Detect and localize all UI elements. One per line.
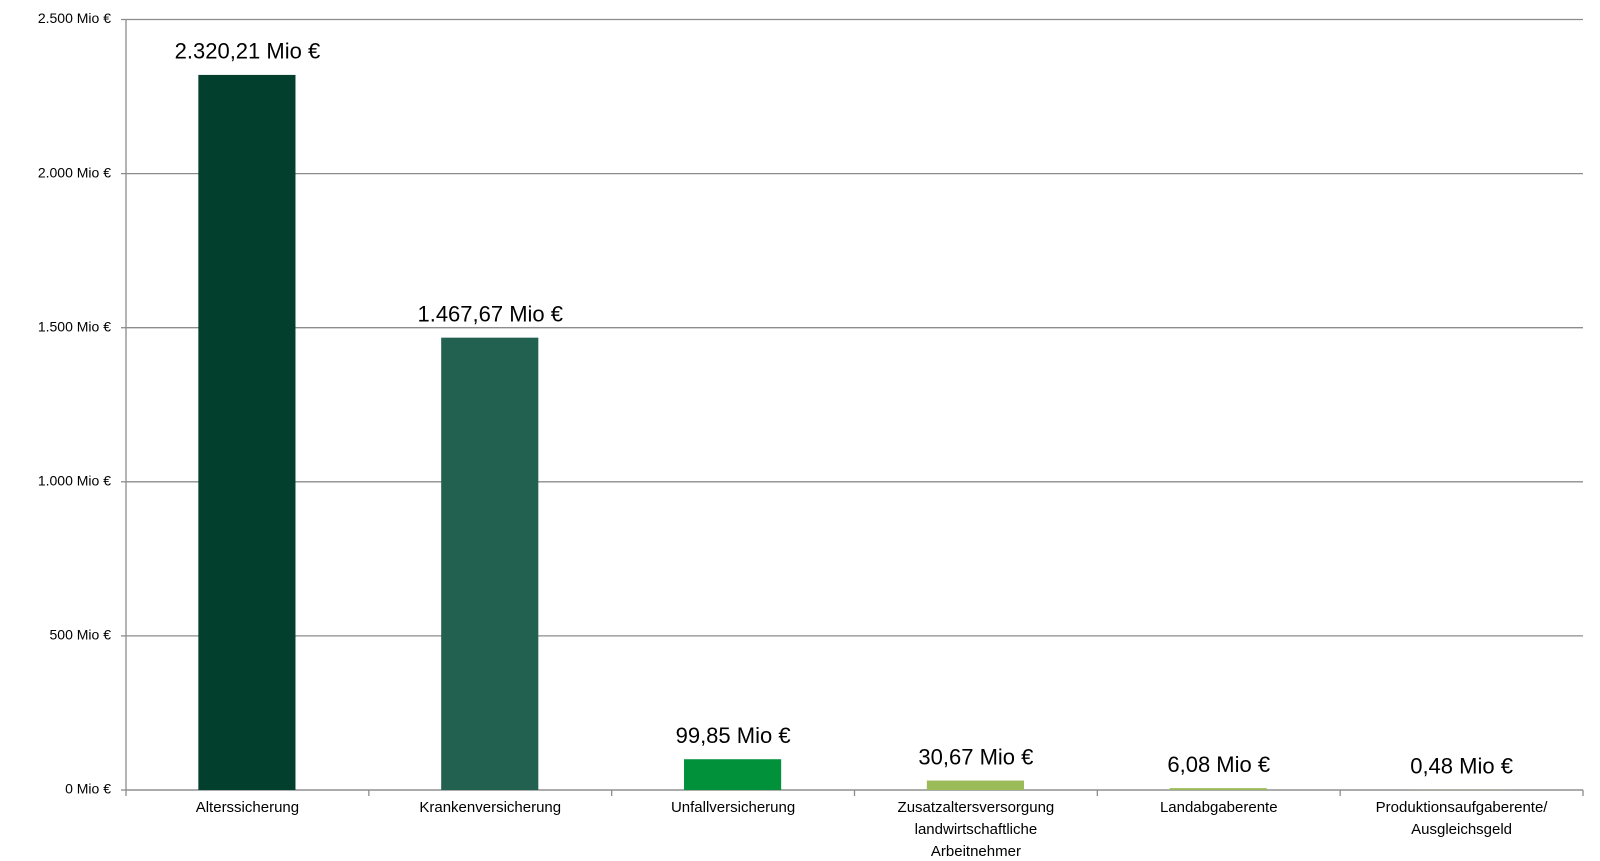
y-tick-label: 0 Mio € (65, 781, 111, 797)
x-tick-label: Zusatzaltersversorgung (898, 799, 1055, 816)
value-label: 30,67 Mio € (918, 744, 1033, 769)
bar (926, 780, 1024, 790)
x-tick-label: Alterssicherung (196, 799, 299, 816)
value-label: 0,48 Mio € (1410, 754, 1513, 779)
x-tick-label: Ausgleichsgeld (1411, 821, 1512, 838)
y-tick-label: 1.500 Mio € (38, 318, 111, 334)
y-tick-label: 1.000 Mio € (38, 473, 111, 489)
y-tick-label: 2.500 Mio € (38, 10, 111, 26)
y-tick-label: 500 Mio € (50, 627, 112, 643)
bar (198, 74, 296, 791)
x-tick-label: Landabgaberente (1160, 799, 1278, 816)
x-tick-label: Krankenversicherung (419, 799, 561, 816)
value-label: 6,08 Mio € (1167, 752, 1270, 777)
bar (684, 759, 782, 790)
x-tick-label: landwirtschaftliche (915, 821, 1038, 838)
bar (1169, 788, 1267, 790)
value-label: 2.320,21 Mio € (175, 39, 321, 64)
value-label: 1.467,67 Mio € (417, 301, 563, 326)
bar (441, 337, 539, 790)
value-label: 99,85 Mio € (676, 723, 791, 748)
x-tick-label: Produktionsaufgaberente/ (1376, 799, 1549, 816)
x-tick-label: Unfallversicherung (671, 799, 795, 816)
x-tick-label: Arbeitnehmer (931, 843, 1021, 860)
y-tick-label: 2.000 Mio € (38, 164, 111, 180)
